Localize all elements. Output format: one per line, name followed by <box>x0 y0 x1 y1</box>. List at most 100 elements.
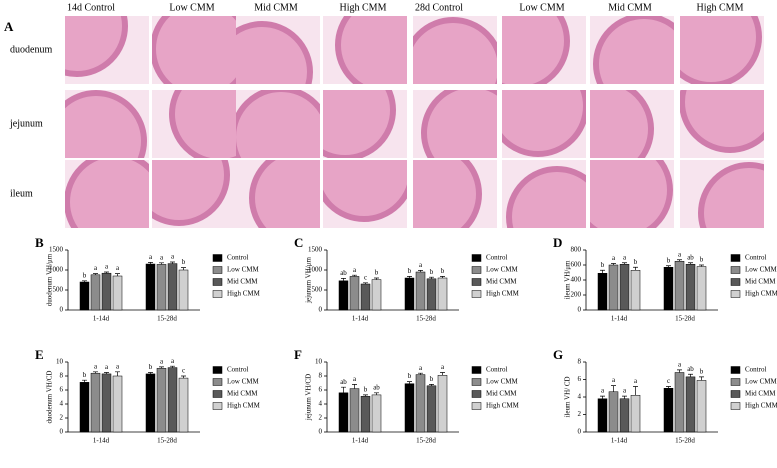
tissue <box>680 16 762 84</box>
significance-letter: b <box>408 372 412 380</box>
error-bar <box>622 395 627 399</box>
error-bar <box>600 395 605 399</box>
tissue <box>413 160 482 228</box>
significance-letter: b <box>83 371 87 379</box>
error-bar <box>600 269 605 274</box>
significance-letter: b <box>634 258 638 266</box>
error-bar <box>677 259 682 262</box>
significance-letter: b <box>441 267 445 275</box>
bar <box>79 382 90 433</box>
error-bar <box>341 386 346 393</box>
bar <box>349 276 360 311</box>
y-axis-label: duodenum VH/μm <box>46 253 54 306</box>
significance-letter: a <box>612 376 616 384</box>
bar <box>145 373 156 433</box>
legend-swatch <box>471 366 482 374</box>
tissue <box>502 90 586 157</box>
significance-letter: a <box>612 254 616 262</box>
legend-label: Control <box>227 366 248 374</box>
y-tick-label: 1500 <box>308 246 323 254</box>
error-bar <box>82 379 87 383</box>
legend-label: Control <box>745 366 766 374</box>
y-axis-label: ileum VH/ CD <box>564 376 572 417</box>
x-tick-label: 15-28d <box>157 437 177 445</box>
legend-swatch <box>212 402 223 410</box>
significance-letter: a <box>353 375 357 383</box>
bar <box>338 392 349 433</box>
bar <box>338 280 349 311</box>
legend-swatch <box>730 402 741 410</box>
legend-label: High CMM <box>486 290 520 298</box>
bar <box>685 376 696 433</box>
row-label: ileum <box>10 188 33 199</box>
error-bar <box>104 271 109 274</box>
y-tick-label: 6 <box>60 386 64 394</box>
y-tick-label: 500 <box>53 286 64 294</box>
y-tick-label: 8 <box>578 358 582 366</box>
bar <box>404 383 415 433</box>
significance-letter: a <box>94 264 98 272</box>
error-bar <box>688 262 693 265</box>
legend-label: Mid CMM <box>227 390 258 398</box>
legend-swatch <box>471 390 482 398</box>
bar <box>608 264 619 311</box>
error-bar <box>374 277 379 280</box>
y-tick-label: 6 <box>578 375 582 383</box>
significance-letter: a <box>160 253 164 261</box>
tissue <box>590 160 673 228</box>
error-bar <box>115 371 120 376</box>
significance-letter: a <box>105 363 109 371</box>
bar <box>696 380 707 433</box>
x-tick-label: 1-14d <box>93 437 110 445</box>
significance-letter: ab <box>340 269 347 277</box>
y-tick-label: 400 <box>571 276 582 284</box>
bar <box>90 274 101 311</box>
bar <box>426 385 437 433</box>
bar <box>156 264 167 311</box>
significance-letter: a <box>149 253 153 261</box>
tissue <box>421 90 497 158</box>
x-tick-label: 15-28d <box>675 315 695 323</box>
tissue <box>65 160 149 228</box>
bar <box>608 391 619 433</box>
legend-label: Control <box>486 254 507 262</box>
y-axis-label: jejunum VH/μm <box>305 257 313 304</box>
bar <box>112 375 123 433</box>
bar <box>360 396 371 433</box>
significance-letter: a <box>94 362 98 370</box>
row-label: duodenum <box>10 44 52 55</box>
legend-label: Low CMM <box>227 266 259 274</box>
error-bar <box>611 263 616 265</box>
bar <box>112 275 123 311</box>
error-bar <box>429 276 434 279</box>
y-tick-label: 0 <box>578 428 582 436</box>
legend-label: Mid CMM <box>486 278 517 286</box>
error-bar <box>352 384 357 389</box>
column-header: Low CMM <box>169 2 214 13</box>
y-tick-label: 6 <box>319 386 323 394</box>
y-tick-label: 8 <box>60 372 64 380</box>
y-tick-label: 1000 <box>49 266 64 274</box>
x-tick-label: 15-28d <box>416 437 436 445</box>
y-axis-label: duodenum VH/CD <box>46 371 54 424</box>
bar <box>597 398 608 433</box>
legend-label: Low CMM <box>745 266 777 274</box>
bar <box>371 279 382 311</box>
y-tick-label: 0 <box>60 428 64 436</box>
significance-letter: c <box>364 273 367 281</box>
y-axis-label: ileum VH/μm <box>564 260 572 299</box>
legend-swatch <box>212 390 223 398</box>
significance-letter: ab <box>687 365 694 373</box>
tissue <box>236 90 320 158</box>
tissue <box>335 16 407 84</box>
tissue <box>502 16 570 84</box>
y-tick-label: 0 <box>319 428 323 436</box>
error-bar <box>407 276 412 278</box>
y-tick-label: 4 <box>578 393 582 401</box>
y-axis-label: jejunum VH/CD <box>305 374 313 421</box>
significance-letter: c <box>667 377 670 385</box>
significance-letter: a <box>441 363 445 371</box>
panel-label: B <box>35 235 44 250</box>
significance-letter: a <box>601 387 605 395</box>
